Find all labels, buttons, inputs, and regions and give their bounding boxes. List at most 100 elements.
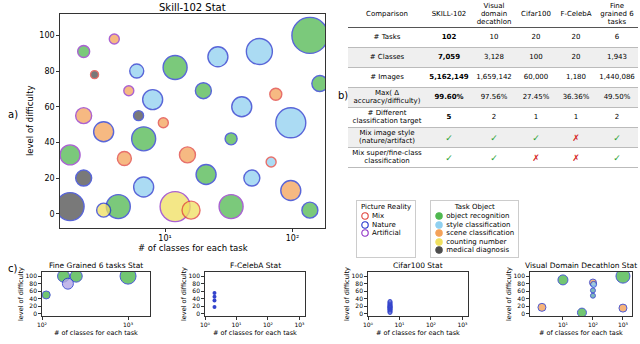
svg-text:20: 20 [192, 302, 200, 309]
svg-text:100: 100 [189, 272, 201, 279]
html-text:99.60%: 99.60% [434, 93, 464, 102]
html-text:20: 20 [571, 33, 581, 42]
svg-text:20: 20 [517, 302, 525, 309]
html-text:7,059: 7,059 [437, 53, 461, 62]
svg-text:80: 80 [517, 280, 525, 287]
svg-text:# of classes for each task: # of classes for each task [138, 243, 248, 253]
html-text:49.50%: 49.50% [603, 93, 631, 102]
html-text:Visual domain decathlon: Visual domain decathlon [476, 2, 512, 26]
svg-text:c): c) [8, 263, 17, 274]
html-text:20: 20 [571, 53, 581, 62]
svg-text:10²: 10² [263, 321, 274, 328]
html-text:97.56%: 97.56% [480, 93, 508, 102]
svg-text:level of difficulty: level of difficulty [25, 85, 35, 156]
svg-text:0: 0 [359, 310, 363, 317]
svg-text:# of classes for each task: # of classes for each task [213, 329, 297, 337]
svg-text:40: 40 [192, 295, 200, 302]
svg-text:10¹: 10¹ [558, 321, 569, 328]
html-text:# Classes: # Classes [369, 53, 405, 62]
html-text:1,943: 1,943 [607, 53, 627, 62]
html-text:10: 10 [489, 33, 499, 42]
html-text:1,440,086: 1,440,086 [599, 73, 635, 82]
html-text:Artificial: Artificial [372, 229, 401, 238]
svg-text:10²: 10² [588, 321, 599, 328]
svg-text:Skill-102 Stat: Skill-102 Stat [159, 2, 226, 13]
svg-text:level of difficulty: level of difficulty [505, 267, 513, 321]
svg-text:60: 60 [29, 287, 37, 294]
svg-text:10³: 10³ [457, 321, 468, 328]
svg-text:0: 0 [521, 310, 525, 317]
html-text:Nature: Nature [372, 220, 396, 229]
svg-text:Visual Domain Decathlon Stat: Visual Domain Decathlon Stat [525, 261, 637, 270]
svg-text:0: 0 [196, 310, 200, 317]
html-text:Mix super/fine-class classific: Mix super/fine-class classification [352, 149, 422, 165]
svg-text:a): a) [8, 109, 18, 120]
svg-text:0: 0 [50, 210, 55, 219]
svg-text:10²: 10² [37, 321, 48, 328]
html-text:36.36%: 36.36% [562, 93, 590, 102]
svg-text:0: 0 [33, 310, 37, 317]
svg-text:b): b) [338, 90, 348, 101]
svg-text:10²: 10² [286, 234, 299, 243]
svg-text:level of difficulty: level of difficulty [180, 267, 188, 321]
html-text:# Images: # Images [370, 73, 404, 82]
svg-text:10¹: 10¹ [231, 321, 242, 328]
svg-text:Fine Grained 6 tasks Stat: Fine Grained 6 tasks Stat [49, 261, 143, 270]
html-text:1,659,142: 1,659,142 [476, 73, 512, 82]
html-text:1,180: 1,180 [566, 73, 586, 82]
svg-text:80: 80 [192, 280, 200, 287]
svg-text:10³: 10³ [618, 321, 629, 328]
svg-text:100: 100 [39, 31, 54, 40]
html-text:20: 20 [531, 33, 541, 42]
svg-text:60: 60 [355, 287, 363, 294]
svg-text:20: 20 [44, 174, 54, 183]
html-text:# Different classification tar: # Different classification target [352, 109, 422, 125]
svg-text:40: 40 [517, 295, 525, 302]
html-text:Max( Δ accuracy/difficulty): Max( Δ accuracy/difficulty) [353, 89, 421, 105]
html-text:# Tasks: # Tasks [373, 33, 401, 42]
html-text:Comparison: Comparison [366, 9, 408, 18]
svg-text:80: 80 [44, 67, 54, 76]
svg-text:20: 20 [29, 302, 37, 309]
html-text:Cifar100: Cifar100 [521, 9, 551, 18]
html-text:100: 100 [529, 53, 543, 62]
svg-text:# of classes for each task: # of classes for each task [54, 329, 138, 337]
svg-text:# of classes for each task: # of classes for each task [539, 329, 623, 337]
html-text:5,162,149: 5,162,149 [429, 73, 469, 82]
svg-text:40: 40 [355, 295, 363, 302]
html-text:102: 102 [441, 33, 457, 42]
svg-text:80: 80 [29, 280, 37, 287]
html-text:Mix image style (nature/artifa: Mix image style (nature/artifact) [359, 129, 415, 145]
svg-text:level of difficulty: level of difficulty [343, 267, 351, 321]
svg-text:10¹: 10¹ [394, 321, 405, 328]
svg-text:10¹: 10¹ [158, 234, 171, 243]
svg-text:10²: 10² [426, 321, 437, 328]
svg-text:F-CelebA Stat: F-CelebA Stat [230, 261, 281, 270]
svg-text:40: 40 [44, 138, 54, 147]
html-text:object recognition: object recognition [446, 212, 510, 221]
svg-text:80: 80 [355, 280, 363, 287]
svg-text:10³: 10³ [294, 321, 305, 328]
svg-text:10⁰: 10⁰ [200, 321, 211, 328]
svg-text:60: 60 [517, 287, 525, 294]
html-text:F-CelebA: F-CelebA [560, 9, 592, 18]
html-text:Mix: Mix [372, 212, 385, 221]
svg-text:100: 100 [26, 272, 38, 279]
html-text:27.45%: 27.45% [522, 93, 550, 102]
svg-text:level of difficulty: level of difficulty [17, 267, 25, 321]
svg-text:# of classes for each task: # of classes for each task [376, 329, 460, 337]
html-text:3,128: 3,128 [484, 53, 504, 62]
html-text:style classification: style classification [446, 220, 511, 229]
svg-text:Cifar100 Stat: Cifar100 Stat [393, 261, 443, 270]
svg-text:60: 60 [192, 287, 200, 294]
svg-text:10⁰: 10⁰ [363, 321, 374, 328]
svg-text:100: 100 [352, 272, 364, 279]
svg-text:60: 60 [44, 103, 54, 112]
svg-text:100: 100 [514, 272, 526, 279]
svg-text:20: 20 [355, 302, 363, 309]
html-text:60,000: 60,000 [523, 73, 549, 82]
svg-text:10³: 10³ [123, 321, 134, 328]
svg-text:40: 40 [29, 295, 37, 302]
html-text:SKILL-102: SKILL-102 [431, 9, 467, 18]
html-text:Fine grained 6 tasks: Fine grained 6 tasks [600, 2, 634, 26]
